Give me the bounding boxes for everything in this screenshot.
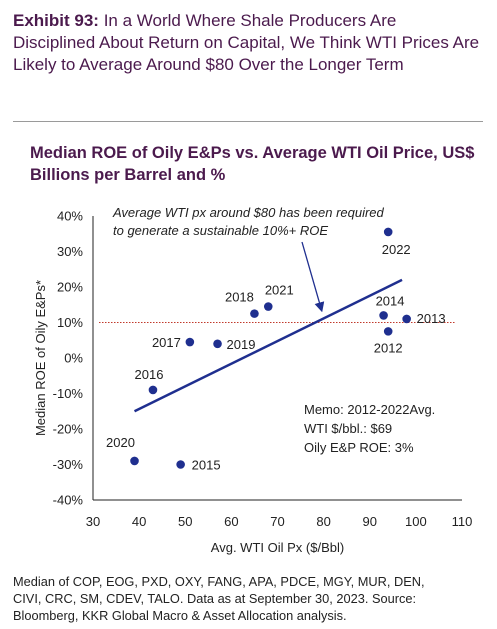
footnote-line-1: Median of COP, EOG, PXD, OXY, FANG, APA,… (13, 574, 425, 589)
x-tick-label: 100 (405, 514, 427, 529)
y-tick-label: -10% (53, 386, 84, 401)
footnote-line-2: CIVI, CRC, SM, CDEV, TALO. Data as at Se… (13, 591, 417, 606)
data-label-2016: 2016 (135, 367, 164, 382)
x-tick-label: 30 (86, 514, 100, 529)
source-footnote: Median of COP, EOG, PXD, OXY, FANG, APA,… (13, 573, 488, 624)
x-tick-label: 60 (224, 514, 238, 529)
data-point-2012 (383, 327, 393, 336)
x-tick-label: 90 (363, 514, 377, 529)
data-label-2013: 2013 (417, 311, 446, 326)
x-tick-label: 40 (132, 514, 146, 529)
y-axis-label: Median ROE of Oily E&Ps* (33, 280, 48, 436)
data-label-2019: 2019 (227, 337, 256, 352)
data-point-2016 (148, 385, 158, 395)
data-point-2019 (213, 339, 222, 349)
memo-line-3: Oily E&P ROE: 3% (304, 440, 414, 455)
x-tick-label: 70 (270, 514, 284, 529)
data-point-2014 (379, 311, 388, 320)
exhibit-heading: Exhibit 93: In a World Where Shale Produ… (13, 10, 483, 76)
memo-line-1: Memo: 2012-2022Avg. (304, 402, 435, 417)
y-tick-label: 40% (57, 209, 83, 224)
data-label-2012: 2012 (374, 340, 403, 355)
data-point-2017 (185, 337, 195, 347)
divider (13, 121, 483, 122)
exhibit-label: Exhibit 93: (13, 11, 99, 30)
y-tick-label: 10% (57, 315, 83, 330)
exhibit-text: In a World Where Shale Producers Are Dis… (13, 11, 480, 74)
y-tick-label: -40% (53, 493, 84, 508)
data-point-2018 (250, 309, 259, 318)
data-point-2015 (176, 460, 185, 469)
x-tick-label: 110 (452, 514, 473, 529)
annotation-line-1: Average WTI px around $80 has been requi… (112, 205, 385, 220)
trend-line (133, 278, 403, 413)
y-tick-label: -30% (53, 457, 84, 472)
x-tick-label: 80 (316, 514, 330, 529)
data-label-2014: 2014 (376, 293, 405, 308)
data-label-2018: 2018 (225, 290, 254, 305)
y-tick-label: 30% (57, 244, 83, 259)
y-tick-label: 0% (64, 351, 83, 366)
data-point-2021 (263, 302, 273, 311)
data-label-2020: 2020 (106, 435, 135, 450)
data-label-2017: 2017 (152, 335, 181, 350)
data-label-2015: 2015 (192, 458, 221, 473)
scatter-chart: -40% -30% -20% -10% 0% 10% 20% 30% 40% 30 40 50 60 7… (33, 205, 473, 555)
x-tick-label: 50 (178, 514, 192, 529)
data-point-2022 (383, 227, 393, 237)
data-point-2020 (130, 456, 139, 466)
y-tick-label: 20% (57, 280, 83, 295)
x-axis-label: Avg. WTI Oil Px ($/Bbl) (211, 540, 344, 555)
data-label-2021: 2021 (265, 283, 294, 298)
annotation-line-2: to generate a sustainable 10%+ ROE (113, 223, 328, 238)
memo-line-2: WTI $/bbl.: $69 (304, 421, 392, 436)
y-tick-label: -20% (53, 422, 84, 437)
data-label-2022: 2022 (382, 242, 411, 257)
footnote-line-3: Bloomberg, KKR Global Macro & Asset Allo… (13, 608, 347, 623)
data-point-2013 (402, 314, 411, 324)
chart-title: Median ROE of Oily E&Ps vs. Average WTI … (30, 144, 475, 184)
annotation-arrow (301, 241, 325, 313)
